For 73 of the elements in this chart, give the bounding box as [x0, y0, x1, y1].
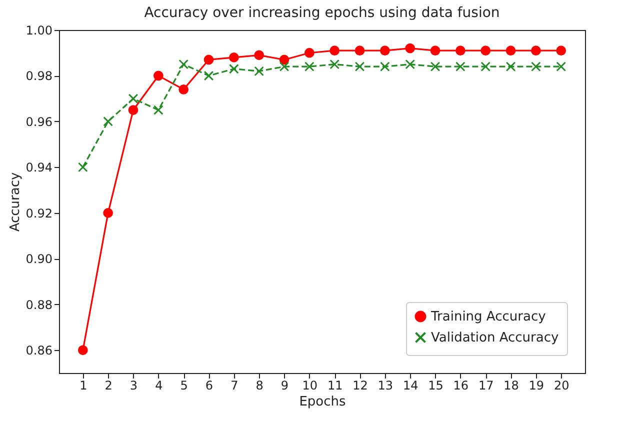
point	[279, 54, 290, 65]
point	[354, 62, 365, 72]
x-tick-label: 5	[180, 378, 188, 392]
point	[103, 116, 114, 126]
point	[153, 70, 164, 81]
point	[103, 208, 114, 218]
point	[330, 59, 340, 70]
point	[480, 46, 491, 56]
y-tick-label: 0.94	[26, 160, 52, 175]
point	[330, 46, 340, 56]
point	[254, 50, 264, 60]
point	[405, 59, 416, 70]
point	[380, 62, 390, 72]
legend-label: Validation Accuracy	[431, 330, 559, 346]
point	[430, 46, 440, 56]
point	[228, 64, 239, 74]
point	[304, 48, 314, 58]
point	[128, 105, 138, 115]
x-tick-label: 7	[230, 378, 238, 392]
x-tick-label: 8	[256, 378, 264, 392]
point	[279, 62, 290, 72]
point	[455, 46, 466, 56]
x-tick-label: 1	[80, 378, 88, 392]
x-tick-label: 19	[528, 378, 544, 392]
point	[204, 70, 214, 81]
point	[78, 345, 88, 356]
x-tick-label: 12	[352, 378, 368, 392]
legend-label: Training Accuracy	[430, 310, 546, 324]
point	[405, 43, 416, 54]
x-tick-label: 4	[155, 378, 163, 392]
point	[530, 62, 541, 72]
y-tick-label: 0.96	[26, 114, 52, 129]
chart-title: Accuracy over increasing epochs using data fusion	[144, 5, 500, 21]
point	[204, 54, 214, 65]
point	[178, 84, 189, 94]
x-tick-label: 3	[130, 378, 138, 392]
x-tick-label: 16	[453, 378, 469, 392]
x-tick-label: 9	[280, 378, 289, 392]
point	[530, 46, 541, 56]
point	[556, 62, 566, 72]
x-tick-label: 13	[378, 378, 394, 392]
x-tick-label: 15	[428, 378, 444, 392]
point	[178, 59, 189, 70]
y-axis-title: Accuracy	[8, 172, 23, 232]
x-tick-label: 20	[554, 378, 570, 392]
point	[556, 46, 566, 56]
point	[254, 66, 264, 76]
x-tick-label: 6	[205, 378, 214, 392]
point	[228, 52, 239, 62]
point	[506, 62, 516, 72]
y-tick-label: 1.00	[26, 24, 52, 38]
point	[304, 62, 314, 72]
x-axis-title: Epochs	[299, 394, 346, 410]
y-tick-label: 0.90	[26, 252, 52, 266]
y-tick-label: 0.92	[26, 206, 52, 220]
point	[506, 46, 516, 56]
x-tick-label: 11	[327, 378, 343, 392]
point	[128, 94, 138, 104]
point	[455, 62, 466, 72]
point	[430, 62, 440, 72]
point	[380, 46, 390, 56]
point	[153, 105, 164, 115]
y-tick-label: 0.98	[26, 69, 52, 84]
point	[78, 162, 88, 172]
x-tick-label: 14	[402, 378, 418, 392]
x-tick-label: 2	[104, 378, 112, 392]
point	[480, 62, 491, 72]
x-tick-label: 18	[504, 378, 519, 392]
point	[354, 46, 365, 56]
x-tick-label: 17	[478, 378, 494, 392]
x-tick-label: 10	[302, 378, 318, 392]
y-tick-label: 0.86	[26, 344, 52, 358]
y-tick-label: 0.88	[26, 298, 52, 312]
